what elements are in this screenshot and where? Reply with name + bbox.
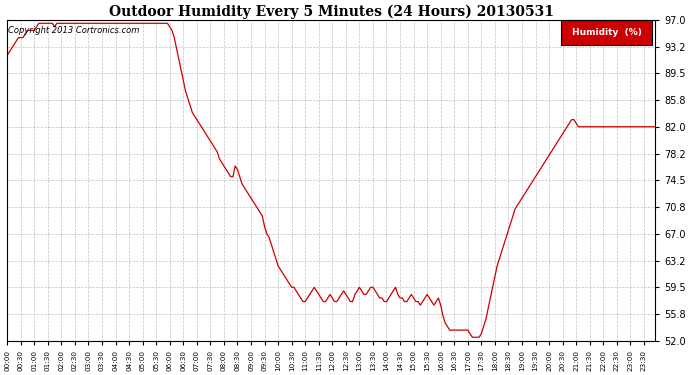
Title: Outdoor Humidity Every 5 Minutes (24 Hours) 20130531: Outdoor Humidity Every 5 Minutes (24 Hou… [108,4,553,18]
FancyBboxPatch shape [561,20,652,45]
Text: Humidity  (%): Humidity (%) [571,28,642,37]
Text: Copyright 2013 Cortronics.com: Copyright 2013 Cortronics.com [8,26,140,35]
